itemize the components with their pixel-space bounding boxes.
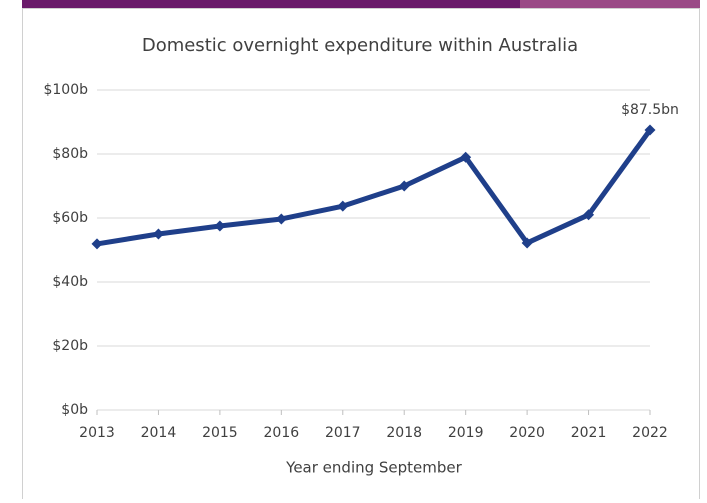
data-label: $87.5bn	[621, 102, 679, 118]
chart-frame	[22, 8, 700, 503]
line	[96, 128, 653, 247]
x-tick-label: 2014	[141, 425, 177, 441]
point-marker	[275, 213, 287, 225]
y-tick-label: $0b	[61, 402, 88, 418]
header-bar-accent	[520, 0, 700, 8]
x-tick-label: 2017	[325, 425, 361, 441]
point-marker	[583, 209, 595, 221]
y-tick-label: $100b	[43, 82, 88, 98]
point-marker	[644, 124, 656, 136]
x-tick-label: 2022	[632, 425, 668, 441]
x-tick-label: 2021	[571, 425, 607, 441]
x-tick-label: 2019	[448, 425, 484, 441]
point-marker	[91, 238, 103, 250]
x-tick-label: 2018	[386, 425, 422, 441]
x-tick-label: 2013	[79, 425, 115, 441]
point-marker	[214, 220, 226, 232]
x-tick-label: 2016	[264, 425, 300, 441]
point-marker	[460, 151, 472, 163]
x-tick-label: 2015	[202, 425, 238, 441]
chart-title: Domestic overnight expenditure within Au…	[142, 35, 578, 56]
x-axis-title: Year ending September	[285, 459, 462, 477]
point-marker	[398, 180, 410, 192]
y-tick-label: $40b	[52, 274, 88, 290]
point-marker	[152, 228, 164, 240]
point-marker	[521, 237, 533, 249]
y-tick-label: $20b	[52, 338, 88, 354]
x-tick-label: 2020	[509, 425, 545, 441]
y-tick-label: $60b	[52, 210, 88, 226]
header-bar	[22, 0, 520, 8]
point-marker	[337, 200, 349, 212]
y-tick-label: $80b	[52, 146, 88, 162]
